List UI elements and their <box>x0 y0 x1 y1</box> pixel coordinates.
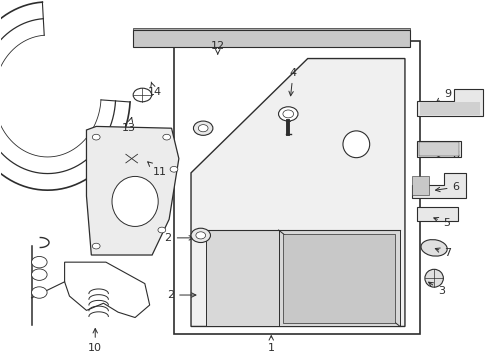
Text: 3: 3 <box>427 282 444 296</box>
Polygon shape <box>416 207 458 221</box>
Circle shape <box>193 121 212 135</box>
Text: 9: 9 <box>435 89 450 103</box>
Text: 13: 13 <box>122 117 136 133</box>
Polygon shape <box>416 89 482 116</box>
Polygon shape <box>191 59 404 327</box>
Polygon shape <box>86 126 179 255</box>
Text: 1: 1 <box>267 336 274 353</box>
Text: 11: 11 <box>147 162 166 177</box>
Text: 4: 4 <box>288 68 296 96</box>
Ellipse shape <box>424 269 443 287</box>
Circle shape <box>191 228 210 243</box>
Polygon shape <box>418 142 458 156</box>
Ellipse shape <box>112 176 158 226</box>
Ellipse shape <box>420 240 447 256</box>
Circle shape <box>196 232 205 239</box>
Polygon shape <box>283 234 394 323</box>
Text: 5: 5 <box>433 217 449 228</box>
Circle shape <box>278 107 297 121</box>
Circle shape <box>198 125 207 132</box>
Polygon shape <box>132 44 409 46</box>
Polygon shape <box>132 30 409 47</box>
Circle shape <box>92 134 100 140</box>
Polygon shape <box>132 28 409 30</box>
Polygon shape <box>419 102 479 114</box>
Circle shape <box>92 243 100 249</box>
Text: 10: 10 <box>88 329 102 353</box>
Polygon shape <box>132 35 409 37</box>
Text: 7: 7 <box>434 248 450 258</box>
Text: 8: 8 <box>435 150 459 160</box>
Text: 14: 14 <box>147 82 161 98</box>
Text: 2: 2 <box>164 233 193 243</box>
Circle shape <box>170 166 178 172</box>
Polygon shape <box>411 176 428 195</box>
Circle shape <box>133 88 151 102</box>
Text: 12: 12 <box>210 41 224 54</box>
Text: 2: 2 <box>167 290 196 300</box>
Circle shape <box>31 256 47 268</box>
Polygon shape <box>205 230 399 327</box>
Polygon shape <box>64 262 149 318</box>
Text: 6: 6 <box>435 182 459 192</box>
Bar <box>174 41 419 334</box>
Circle shape <box>163 134 170 140</box>
Ellipse shape <box>342 131 369 158</box>
Circle shape <box>31 287 47 298</box>
Circle shape <box>283 110 293 118</box>
Circle shape <box>158 227 165 233</box>
Polygon shape <box>411 173 465 198</box>
Circle shape <box>31 269 47 280</box>
Polygon shape <box>416 141 460 157</box>
